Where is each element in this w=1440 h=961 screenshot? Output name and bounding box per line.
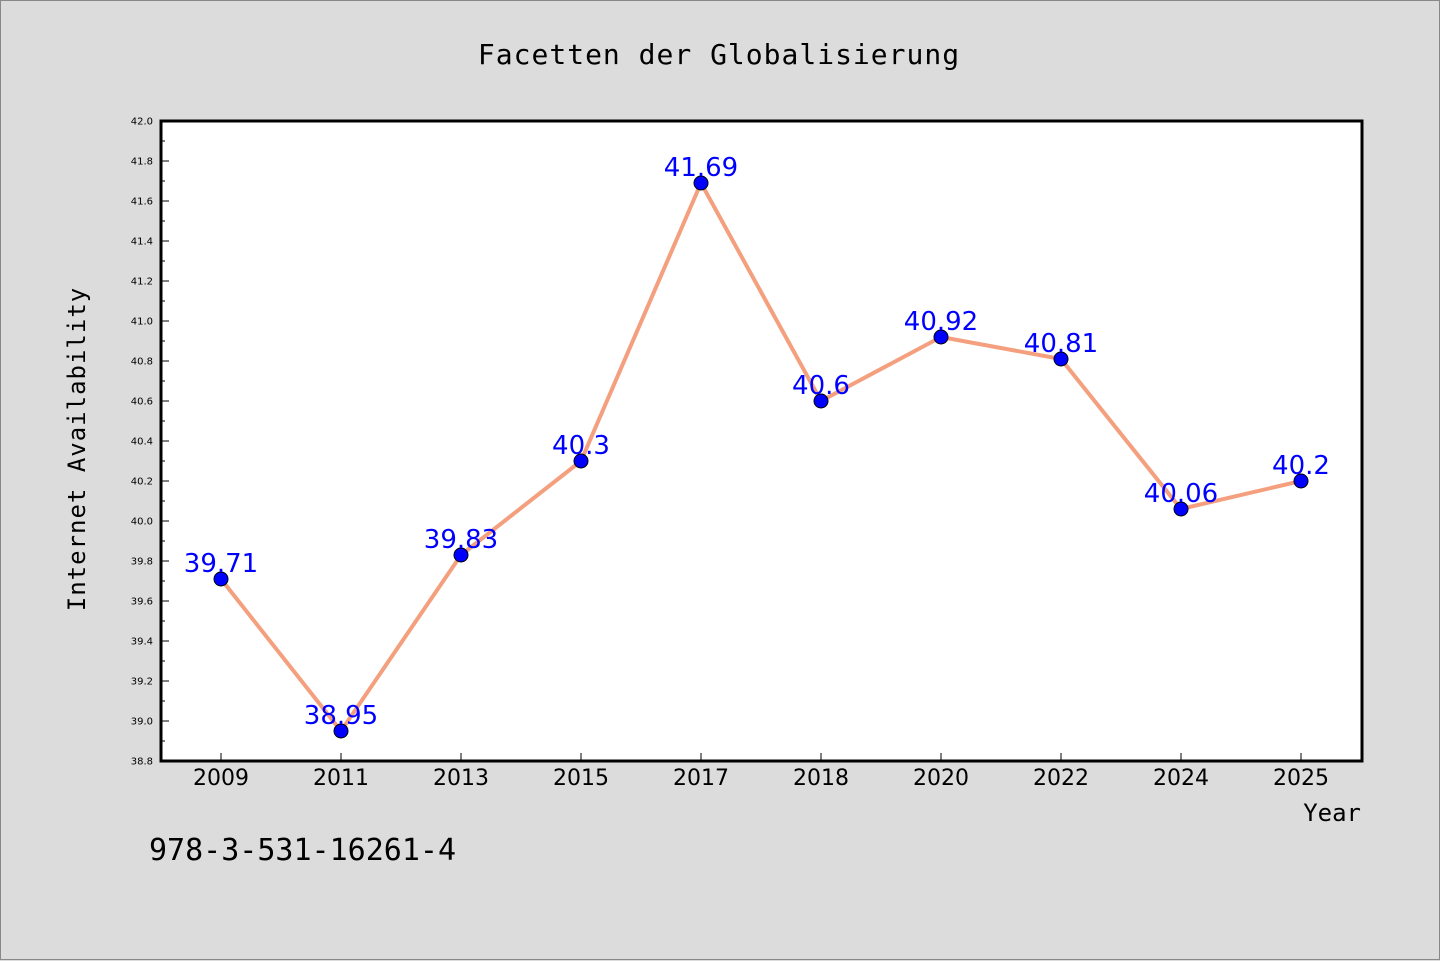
data-label: 40.92 — [904, 307, 978, 337]
data-label: 40.6 — [792, 371, 850, 401]
data-series: 39.71 38.95 39.83 40.3 41.69 40.6 40.92 40.81 40… — [184, 153, 1330, 739]
data-point — [933, 329, 949, 345]
data-point — [213, 571, 229, 587]
y-tick-label: 42.0 — [131, 117, 153, 128]
y-axis-label: Internet Availability — [63, 287, 91, 611]
chart-title: Facetten der Globalisierung — [478, 38, 960, 71]
data-label: 38.95 — [304, 701, 378, 731]
x-tick-label: 2011 — [313, 766, 369, 791]
x-tick-label: 2018 — [793, 766, 849, 791]
y-tick-label: 41.0 — [131, 317, 153, 328]
data-point — [1053, 351, 1069, 367]
x-tick-label: 2025 — [1273, 766, 1329, 791]
y-tick-label: 41.6 — [131, 197, 153, 208]
y-tick-label: 39.6 — [131, 597, 153, 608]
data-point — [813, 393, 829, 409]
y-tick-label: 40.8 — [131, 357, 153, 368]
y-tick-label: 39.0 — [131, 717, 153, 728]
data-point — [333, 723, 349, 739]
x-tick-label: 2013 — [433, 766, 489, 791]
x-axis-label: Year — [1303, 799, 1361, 827]
y-tick-label: 40.6 — [131, 397, 153, 408]
x-tick-label: 2017 — [673, 766, 729, 791]
data-label: 40.2 — [1272, 451, 1330, 481]
y-tick-label: 39.2 — [131, 677, 153, 688]
y-tick-label: 41.4 — [131, 237, 153, 248]
data-point — [1293, 473, 1309, 489]
x-tick-label: 2009 — [193, 766, 249, 791]
data-label: 39.71 — [184, 549, 258, 579]
data-label: 39.83 — [424, 525, 498, 555]
x-tick-label: 2015 — [553, 766, 609, 791]
data-point — [573, 453, 589, 469]
y-tick-label: 39.8 — [131, 557, 153, 568]
y-tick-label: 40.4 — [131, 437, 153, 448]
x-tick-label: 2024 — [1153, 766, 1209, 791]
data-label: 40.06 — [1144, 479, 1218, 509]
series-line — [219, 181, 1302, 733]
data-point — [693, 175, 709, 191]
y-tick-label: 41.8 — [131, 157, 153, 168]
data-point — [453, 547, 469, 563]
data-label: 40.3 — [552, 431, 610, 461]
y-axis: 38.8 39.0 39.2 39.4 39.6 39.8 40.0 40.2 40.4 40.6… — [131, 117, 169, 768]
x-tick-label: 2020 — [913, 766, 969, 791]
x-axis: 2009 2011 2013 2015 2017 2018 2020 2022 2024 2025 — [193, 753, 1329, 791]
y-tick-label: 40.2 — [131, 477, 153, 488]
data-label: 41.69 — [664, 153, 738, 183]
x-tick-label: 2022 — [1033, 766, 1089, 791]
data-point — [1173, 501, 1189, 517]
plot-area — [159, 119, 1364, 763]
y-tick-label: 41.2 — [131, 277, 153, 288]
y-tick-label: 38.8 — [131, 757, 153, 768]
y-tick-label: 40.0 — [131, 517, 153, 528]
data-label: 40.81 — [1024, 329, 1098, 359]
y-tick-label: 39.4 — [131, 637, 153, 648]
isbn-text: 978-3-531-16261-4 — [149, 833, 457, 868]
